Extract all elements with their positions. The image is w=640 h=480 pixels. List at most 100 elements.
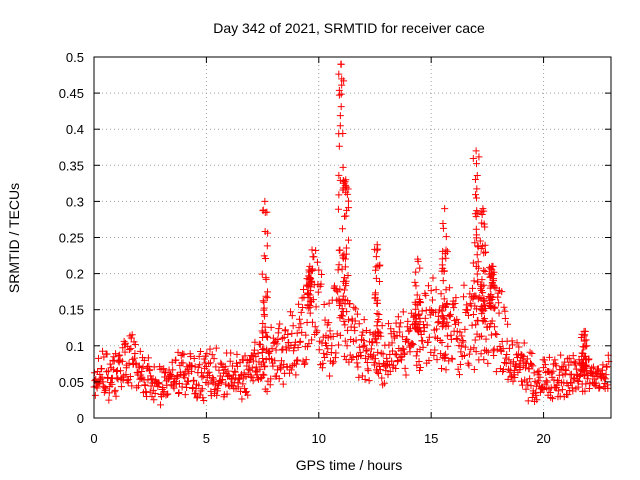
- data-point: [530, 369, 538, 377]
- data-point: [493, 331, 501, 339]
- data-point: [536, 373, 544, 381]
- data-point: [477, 350, 485, 358]
- data-point: [351, 317, 359, 325]
- data-point: [558, 386, 566, 394]
- data-point: [481, 268, 489, 276]
- data-point: [442, 323, 450, 331]
- data-point: [229, 382, 237, 390]
- data-point: [518, 377, 526, 385]
- data-point: [127, 334, 135, 342]
- data-point: [239, 380, 247, 388]
- data-point: [532, 391, 540, 399]
- data-point: [567, 358, 575, 366]
- data-point: [380, 379, 388, 387]
- data-point: [254, 349, 262, 357]
- data-point: [261, 197, 269, 205]
- data-point: [349, 353, 357, 361]
- data-point: [398, 333, 406, 341]
- data-point: [439, 319, 447, 327]
- data-point: [362, 347, 370, 355]
- data-point: [581, 355, 589, 363]
- data-point: [174, 348, 182, 356]
- data-point: [560, 379, 568, 387]
- data-point: [392, 364, 400, 372]
- data-point: [275, 375, 283, 383]
- data-point: [554, 387, 562, 395]
- data-point: [447, 310, 455, 318]
- data-point: [335, 341, 343, 349]
- y-tick-label: 0.2: [66, 267, 84, 282]
- data-point: [433, 325, 441, 333]
- data-point: [446, 284, 454, 292]
- data-point: [564, 391, 572, 399]
- data-point: [486, 292, 494, 300]
- data-point: [344, 271, 352, 279]
- data-point: [239, 356, 247, 364]
- data-point: [472, 321, 480, 329]
- data-point: [492, 368, 500, 376]
- data-point: [242, 388, 250, 396]
- data-point: [276, 320, 284, 328]
- y-tick-label: 0.45: [59, 86, 84, 101]
- data-point: [443, 332, 451, 340]
- data-point: [184, 365, 192, 373]
- data-point: [368, 338, 376, 346]
- data-point: [373, 241, 381, 249]
- data-point: [393, 351, 401, 359]
- data-point: [487, 282, 495, 290]
- data-point: [473, 207, 481, 215]
- data-point: [480, 220, 488, 228]
- data-point: [571, 359, 579, 367]
- data-point: [296, 337, 304, 345]
- data-point: [204, 380, 212, 388]
- data-point: [340, 286, 348, 294]
- data-point: [448, 355, 456, 363]
- data-point: [241, 385, 249, 393]
- data-point: [295, 324, 303, 332]
- data-point: [602, 371, 610, 379]
- y-tick-label: 0.1: [66, 339, 84, 354]
- data-point: [203, 350, 211, 358]
- data-point: [486, 302, 494, 310]
- data-point: [419, 337, 427, 345]
- data-point: [416, 264, 424, 272]
- data-point: [415, 328, 423, 336]
- data-point: [540, 364, 548, 372]
- data-point: [388, 357, 396, 365]
- data-point: [581, 387, 589, 395]
- data-point: [320, 349, 328, 357]
- data-point: [524, 381, 532, 389]
- data-point: [213, 391, 221, 399]
- data-point: [339, 312, 347, 320]
- data-point: [237, 387, 245, 395]
- data-point: [181, 374, 189, 382]
- data-point: [482, 347, 490, 355]
- data-point: [260, 304, 268, 312]
- data-point: [286, 369, 294, 377]
- data-point: [469, 154, 477, 162]
- data-point: [352, 305, 360, 313]
- data-point: [190, 355, 198, 363]
- data-point: [412, 352, 420, 360]
- data-point: [208, 351, 216, 359]
- data-point: [273, 340, 281, 348]
- data-point: [474, 258, 482, 266]
- data-point: [351, 327, 359, 335]
- data-point: [339, 292, 347, 300]
- data-point: [268, 344, 276, 352]
- data-point: [501, 315, 509, 323]
- data-point: [582, 336, 590, 344]
- data-point: [457, 342, 465, 350]
- y-tick-label: 0.5: [66, 50, 84, 65]
- data-point: [384, 361, 392, 369]
- data-point: [224, 367, 232, 375]
- data-point: [306, 262, 314, 270]
- data-point: [259, 355, 267, 363]
- data-point: [495, 309, 503, 317]
- data-point: [329, 359, 337, 367]
- data-point: [399, 308, 407, 316]
- data-point: [579, 364, 587, 372]
- data-point: [251, 368, 259, 376]
- data-point: [332, 349, 340, 357]
- data-point: [298, 294, 306, 302]
